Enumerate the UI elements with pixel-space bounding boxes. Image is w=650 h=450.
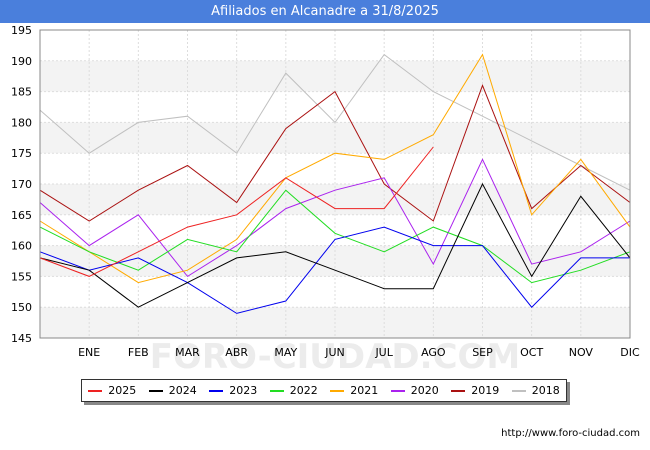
y-tick-label: 155 [11, 270, 32, 283]
series-line-2018 [39, 53, 631, 191]
legend: 2025 2024 2023 2022 2021 2020 2019 2018 [81, 379, 567, 402]
legend-item-2019: 2019 [451, 384, 499, 397]
series-lines [39, 53, 631, 314]
watermark: FORO-CIUDAD.COM [150, 337, 521, 377]
y-tick-label: 185 [11, 86, 32, 99]
legend-swatch [269, 389, 284, 392]
legend-label: 2023 [229, 384, 258, 397]
legend-label: 2022 [289, 384, 318, 397]
series-line-2022 [39, 189, 631, 284]
x-tick-label: DIC [620, 346, 640, 359]
x-tick-label: MAY [274, 346, 297, 359]
y-tick-label: 165 [11, 209, 32, 222]
series-line-2024 [39, 182, 631, 308]
x-tick-label: JUL [374, 346, 393, 359]
x-tick-label: ABR [225, 346, 248, 359]
series-line-2023 [39, 226, 630, 314]
legend-swatch [390, 389, 405, 392]
x-tick-label: SEP [472, 346, 493, 359]
y-tick-label: 195 [11, 24, 32, 37]
x-tick-label: JUN [324, 346, 345, 359]
plot-frame [39, 29, 631, 339]
y-tick-label: 160 [11, 240, 32, 253]
x-tick-label: FEB [128, 346, 149, 359]
y-tick-label: 145 [11, 332, 32, 345]
legend-label: 2024 [168, 384, 197, 397]
y-tick-label: 175 [11, 147, 32, 160]
chart-title: Afiliados en Alcanadre a 31/8/2025 [0, 0, 650, 23]
y-tick-labels: 145 150 155 160 165 170 175 180 185 190 195 [11, 24, 32, 345]
series-line-2025 [39, 146, 434, 277]
legend-item-2022: 2022 [269, 384, 318, 397]
legend-label: 2019 [471, 384, 500, 397]
x-tick-label: MAR [175, 346, 200, 359]
legend-swatch [88, 389, 103, 392]
legend-item-2023: 2023 [209, 384, 257, 397]
watermark-text: FORO-CIUDAD.COM [150, 337, 521, 377]
legend-swatch [148, 389, 163, 392]
legend-item-2018: 2018 [511, 384, 560, 397]
y-tick-label: 150 [11, 301, 32, 314]
legend-label: 2021 [350, 384, 379, 397]
y-tick-label: 170 [11, 178, 32, 191]
legend-item-2021: 2021 [330, 384, 378, 397]
source-url: http://www.foro-ciudad.com [501, 428, 640, 439]
legend-swatch [209, 389, 224, 392]
y-tick-label: 180 [11, 116, 32, 129]
legend-label: 2025 [108, 384, 137, 397]
series-line-2021 [39, 53, 631, 284]
legend-swatch [451, 389, 466, 392]
x-tick-label: OCT [520, 346, 543, 359]
legend-label: 2020 [410, 384, 439, 397]
legend-swatch [330, 389, 345, 392]
x-tick-label: NOV [569, 346, 594, 359]
legend-item-2024: 2024 [148, 384, 197, 397]
legend-swatch [511, 389, 526, 392]
y-tick-label: 190 [11, 55, 32, 68]
legend-item-2025: 2025 [88, 384, 136, 397]
series-line-2019 [39, 83, 631, 222]
series-line-2020 [39, 158, 631, 278]
x-tick-label: AGO [421, 346, 446, 359]
legend-item-2020: 2020 [390, 384, 439, 397]
axes [39, 29, 631, 339]
x-tick-labels: ENE FEB MAR ABR MAY JUN JUL AGO SEP OCT NOV DIC [78, 346, 640, 359]
legend-label: 2018 [531, 384, 560, 397]
x-tick-label: ENE [78, 346, 100, 359]
